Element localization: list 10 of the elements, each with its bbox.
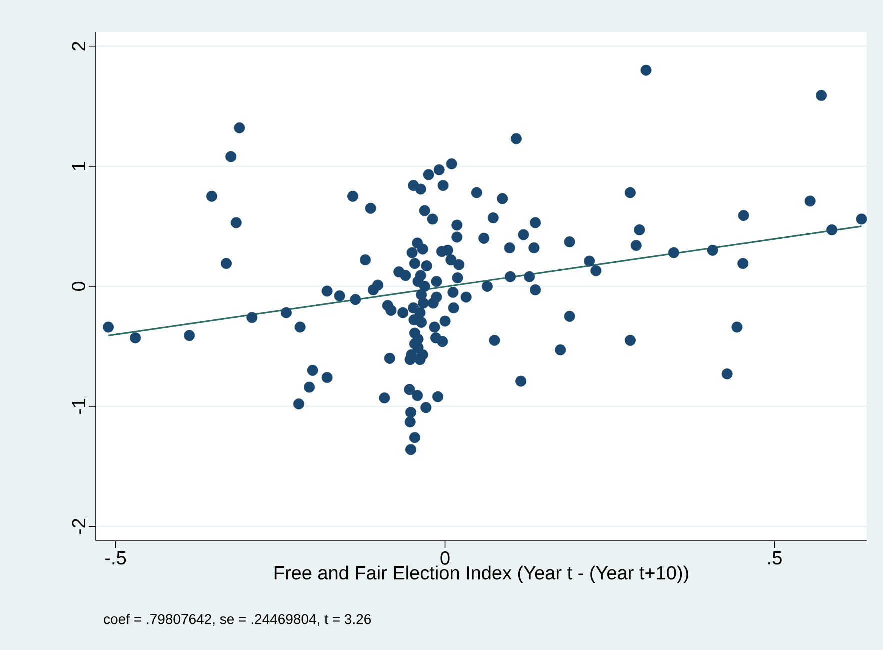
y-tick-label: -1 (72, 399, 86, 414)
y-tick-label: 2 (72, 42, 86, 51)
x-axis-title: Free and Fair Election Index (Year t - (Year t+10)) (274, 566, 688, 584)
text: coef = .79807642, se = .24469804, t = 3.26 (104, 614, 372, 626)
x-tick-label: .5 (768, 552, 782, 565)
y-tick-label: -2 (72, 519, 86, 534)
y-tick-label: 1 (72, 162, 86, 170)
x-tick-label: -.5 (106, 552, 126, 565)
y-tick-label: 0 (72, 282, 86, 292)
x-tick-label: 0 (440, 552, 450, 565)
